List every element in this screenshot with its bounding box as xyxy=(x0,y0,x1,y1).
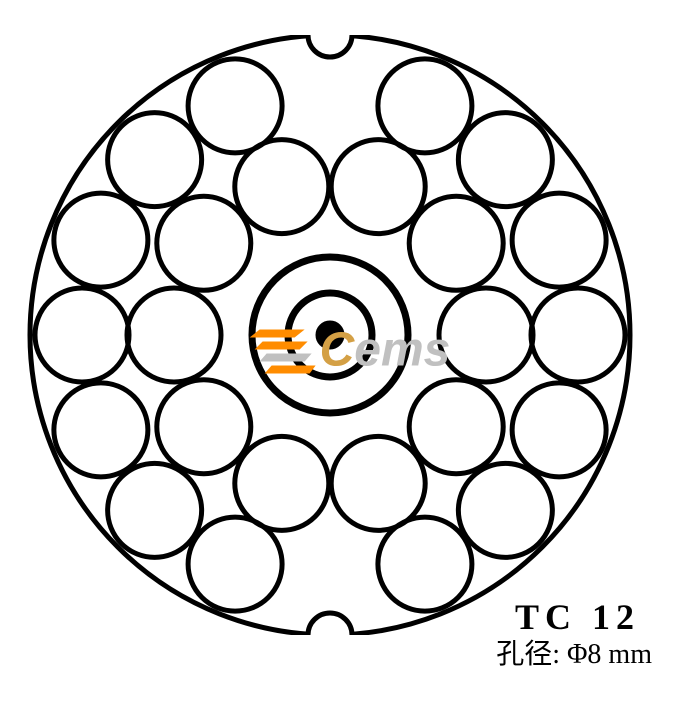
diameter-label: 孔径: Φ8 mm xyxy=(496,632,652,672)
diagram-svg xyxy=(0,0,700,700)
diameter-prefix: 孔径: xyxy=(496,639,567,670)
grinder-plate-diagram xyxy=(0,0,700,700)
diameter-value: Φ8 mm xyxy=(567,639,652,670)
